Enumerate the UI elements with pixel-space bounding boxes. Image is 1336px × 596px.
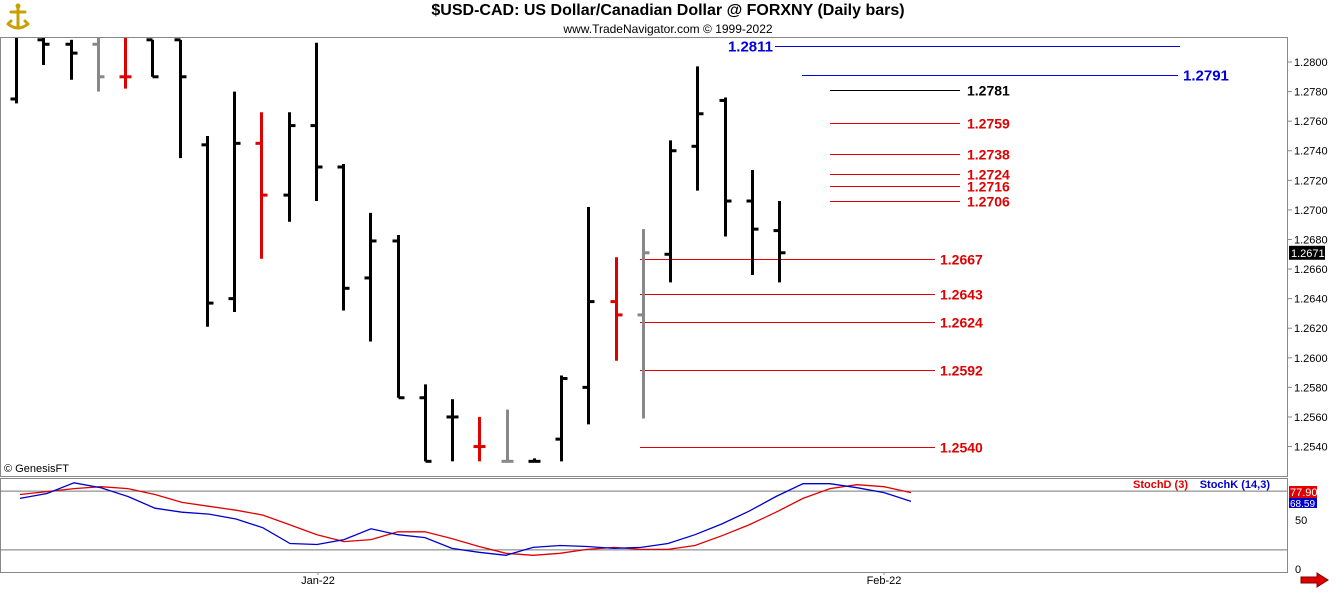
- ohlc-bar: [119, 38, 132, 89]
- price-axis-tick-label: 1.2560: [1294, 412, 1328, 424]
- ohlc-bar: [582, 206, 595, 425]
- price-axis-tick-label: 1.2620: [1294, 323, 1328, 335]
- ohlc-bar: [773, 201, 786, 283]
- price-axis-tick-label: 1.2700: [1294, 205, 1328, 217]
- stochk-last-value: 68.59: [1290, 499, 1315, 510]
- price-axis-tick-label: 1.2640: [1294, 294, 1328, 306]
- stoch-panel-frame: [0, 478, 1288, 573]
- level-label: 1.2624: [940, 315, 983, 331]
- ohlc-bar: [255, 112, 268, 259]
- ohlc-bar: [664, 140, 677, 283]
- price-axis-tick-label: 1.2600: [1294, 353, 1328, 365]
- price-axis-tick-label: 1.2760: [1294, 116, 1328, 128]
- x-axis-label: Feb-22: [867, 575, 902, 587]
- scroll-right-arrow-icon[interactable]: [1300, 572, 1330, 588]
- level-label: 1.2811: [728, 39, 773, 56]
- ohlc-bar: [637, 229, 650, 419]
- stochd-legend: StochD (3): [1133, 479, 1188, 491]
- ohlc-bar: [691, 66, 704, 191]
- level-label: 1.2592: [940, 363, 983, 379]
- ohlc-bar: [610, 257, 623, 361]
- ohlc-bar: [746, 169, 759, 275]
- x-axis-label: Jan-22: [301, 575, 335, 587]
- ohlc-bar: [392, 235, 405, 400]
- ohlc-bar: [37, 38, 50, 65]
- stoch-series-line: [19, 484, 912, 556]
- level-label: 1.2540: [940, 440, 983, 456]
- level-label: 1.2706: [967, 194, 1010, 210]
- price-axis-tick-label: 1.2740: [1294, 146, 1328, 158]
- stoch-axis-tick-label: 50: [1295, 515, 1307, 527]
- price-axis-tick-label: 1.2680: [1294, 234, 1328, 246]
- level-label: 1.2667: [940, 252, 983, 268]
- level-label: 1.2759: [967, 116, 1010, 132]
- ohlc-bar: [337, 164, 350, 311]
- ohlc-bar: [283, 112, 296, 222]
- ohlc-bar: [65, 39, 78, 80]
- level-label: 1.2716: [967, 179, 1010, 195]
- level-label: 1.2791: [1183, 68, 1229, 85]
- stochk-last-box: [1289, 498, 1317, 508]
- last-price-box: [1289, 245, 1325, 260]
- ohlc-bar: [146, 38, 159, 79]
- ohlc-bar: [446, 399, 459, 462]
- ohlc-bar: [528, 458, 541, 463]
- stoch-axis-tick-label: 0: [1295, 564, 1301, 576]
- ohlc-bar: [174, 38, 187, 159]
- ohlc-bar: [310, 42, 323, 202]
- ohlc-bar: [201, 135, 214, 327]
- ohlc-bar: [228, 91, 241, 312]
- stochd-last-value: 77.90: [1290, 487, 1318, 499]
- chart-subtitle: www.TradeNavigator.com © 1999-2022: [563, 22, 773, 36]
- chart-title: $USD-CAD: US Dollar/Canadian Dollar @ FO…: [431, 2, 905, 19]
- level-label: 1.2738: [967, 147, 1010, 163]
- price-axis-tick-label: 1.2800: [1294, 57, 1328, 69]
- stochd-last-box: [1289, 486, 1317, 498]
- price-axis-tick-label: 1.2780: [1294, 87, 1328, 99]
- ohlc-bar: [555, 375, 568, 462]
- level-label: 1.2724: [967, 167, 1010, 183]
- ohlc-bar: [364, 212, 377, 342]
- ohlc-bar: [719, 97, 732, 237]
- last-price-label: 1.2671: [1291, 248, 1325, 260]
- price-axis-tick-label: 1.2720: [1294, 175, 1328, 187]
- price-bars-group: 1.28111.27911.27811.27591.27381.27241.27…: [10, 38, 1229, 463]
- ohlc-bar: [419, 384, 432, 463]
- price-axis-tick-label: 1.2580: [1294, 382, 1328, 394]
- level-label: 1.2781: [967, 83, 1010, 99]
- stoch-lines-group: [19, 482, 912, 556]
- price-axis-tick-label: 1.2540: [1294, 442, 1328, 454]
- stoch-series-line: [19, 482, 912, 556]
- trade-navigator-logo-icon[interactable]: [2, 2, 34, 34]
- level-label: 1.2643: [940, 287, 983, 303]
- ohlc-bar: [92, 38, 105, 92]
- price-axis-tick-label: 1.2660: [1294, 264, 1328, 276]
- ohlc-bar: [10, 38, 18, 104]
- ohlc-bar: [501, 409, 514, 463]
- ohlc-bar: [473, 416, 486, 462]
- genesis-watermark: © GenesisFT: [4, 463, 69, 475]
- stochk-legend: StochK (14,3): [1200, 479, 1271, 491]
